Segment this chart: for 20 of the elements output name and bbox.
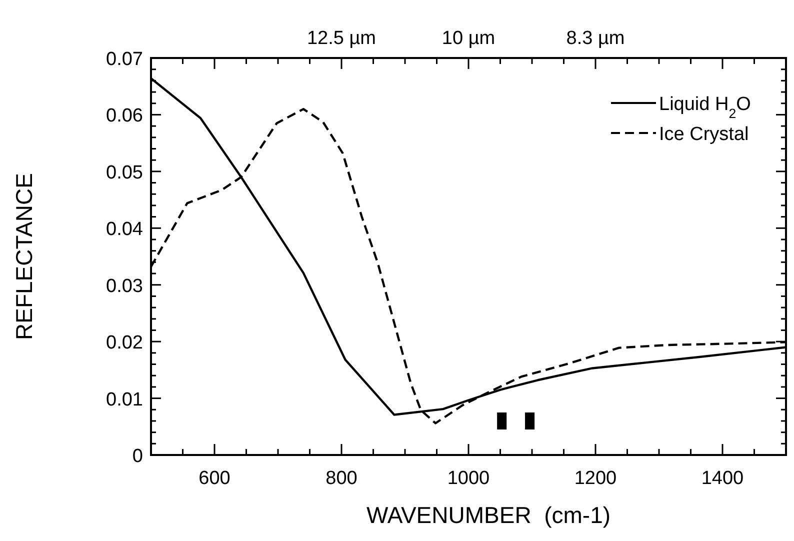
y-tick-label: 0.02 [106,332,143,354]
y-tick-label: 0 [132,446,143,467]
x-axis-title: WAVENUMBER (cm-1) [366,502,611,528]
y-tick-label: 0.04 [106,219,144,240]
y-tick-label: 0.05 [106,162,143,184]
text: 8.3 µm [566,28,625,49]
legend-label: Liquid H$_{2}$O [659,94,751,120]
text: 12.5 µm [306,28,376,49]
x-tick-label: 1400 [701,468,744,489]
y-tick-label: 0.03 [106,276,143,297]
legend-label: Ice Crystal [659,124,749,145]
y-axis-title: REFLECTANCE [11,173,37,340]
x-tick-label: 800 [326,468,358,489]
x-tick-label: 1000 [447,468,490,489]
text: 10 µm [442,28,496,49]
x-tick-label: 600 [198,468,230,489]
y-tick-label: 0.01 [106,389,143,410]
y-tick-label: 0.06 [106,106,143,127]
x-tick-label: 1200 [574,468,617,489]
y-tick-label: 0.07 [106,49,143,70]
